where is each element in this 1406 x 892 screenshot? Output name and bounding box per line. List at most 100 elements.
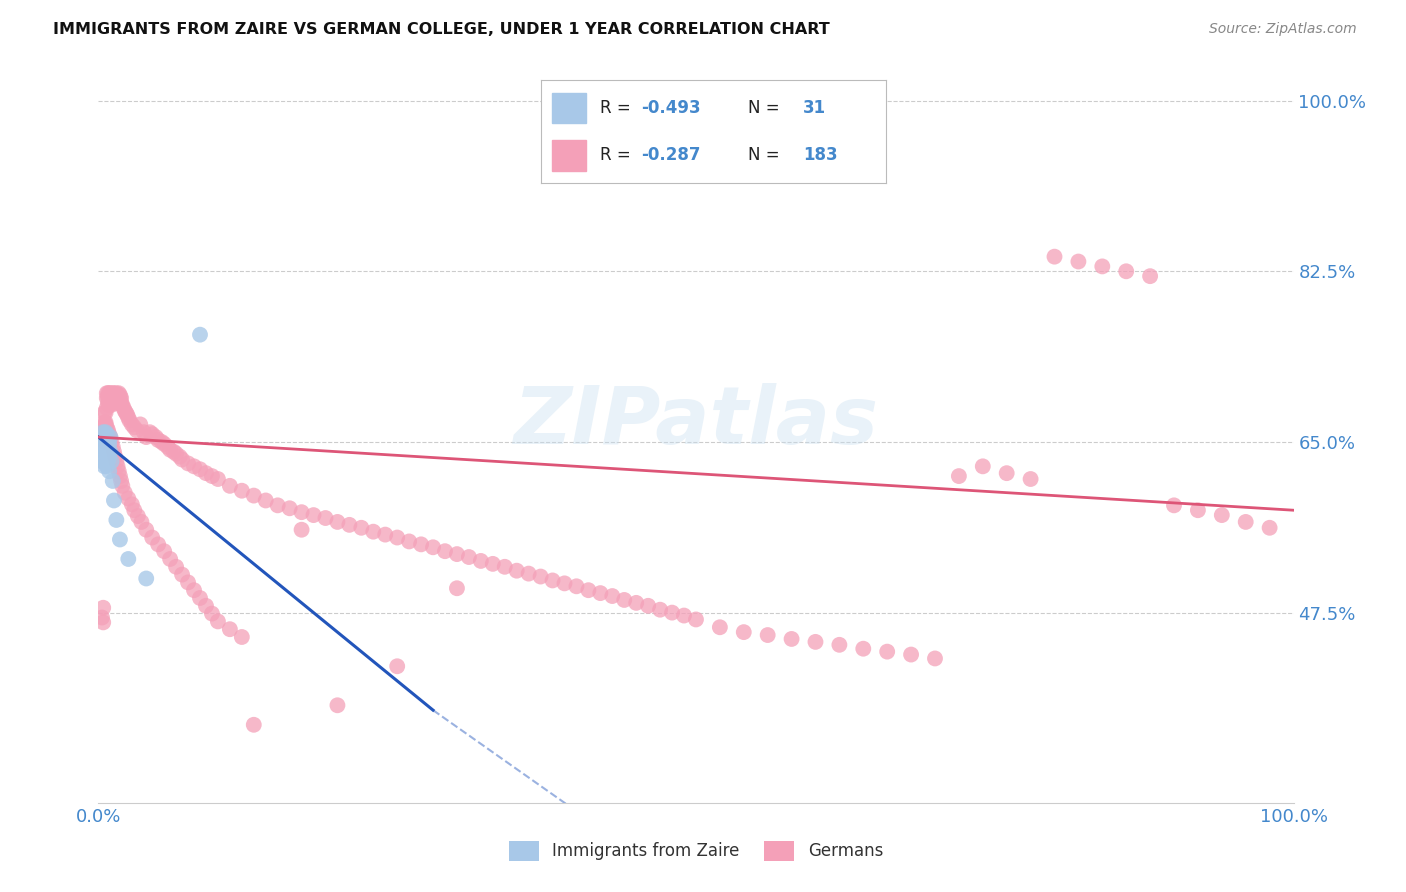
Point bbox=[156, 440, 179, 454]
Point bbox=[183, 583, 205, 598]
Point bbox=[125, 423, 148, 437]
Point bbox=[350, 521, 373, 535]
Point bbox=[91, 425, 114, 440]
Point bbox=[733, 625, 755, 640]
Point bbox=[709, 620, 731, 634]
Point bbox=[107, 464, 129, 478]
Point bbox=[150, 434, 173, 449]
Point bbox=[117, 552, 139, 566]
Point bbox=[114, 403, 136, 417]
Point bbox=[1091, 260, 1114, 274]
Point bbox=[100, 454, 122, 468]
Point bbox=[93, 425, 115, 440]
Point bbox=[163, 444, 186, 458]
Point bbox=[243, 718, 266, 732]
Point bbox=[177, 575, 200, 590]
Point bbox=[104, 450, 127, 464]
Point bbox=[108, 391, 131, 405]
Point bbox=[172, 567, 194, 582]
Point bbox=[91, 615, 114, 630]
Point bbox=[1019, 472, 1042, 486]
Point bbox=[422, 541, 444, 555]
Point bbox=[363, 524, 385, 539]
Point bbox=[97, 396, 120, 410]
Point bbox=[470, 554, 492, 568]
Point bbox=[195, 466, 218, 480]
Text: IMMIGRANTS FROM ZAIRE VS GERMAN COLLEGE, UNDER 1 YEAR CORRELATION CHART: IMMIGRANTS FROM ZAIRE VS GERMAN COLLEGE,… bbox=[53, 22, 830, 37]
Point bbox=[93, 437, 115, 451]
Point bbox=[267, 499, 290, 513]
Point bbox=[188, 327, 211, 342]
Point bbox=[302, 508, 325, 522]
Point bbox=[188, 591, 211, 605]
Point bbox=[804, 635, 827, 649]
Text: ZIPatlas: ZIPatlas bbox=[513, 384, 879, 461]
Point bbox=[97, 454, 120, 468]
Point bbox=[446, 581, 468, 595]
Point bbox=[94, 417, 117, 432]
Point bbox=[165, 559, 187, 574]
Point bbox=[98, 430, 122, 444]
Point bbox=[94, 457, 117, 471]
Point bbox=[159, 442, 181, 457]
Point bbox=[93, 430, 115, 444]
Point bbox=[172, 452, 194, 467]
Legend: Immigrants from Zaire, Germans: Immigrants from Zaire, Germans bbox=[502, 834, 890, 868]
Point bbox=[135, 572, 157, 586]
Point bbox=[517, 566, 540, 581]
Point bbox=[159, 552, 181, 566]
Point bbox=[115, 408, 138, 422]
Point bbox=[101, 440, 124, 454]
Point bbox=[145, 430, 167, 444]
Point bbox=[121, 497, 143, 511]
Point bbox=[93, 459, 115, 474]
Point bbox=[291, 505, 314, 519]
Point bbox=[101, 386, 124, 401]
Text: R =: R = bbox=[600, 99, 636, 117]
Point bbox=[108, 533, 131, 547]
Point bbox=[94, 440, 117, 454]
Point bbox=[124, 503, 146, 517]
Point bbox=[96, 420, 118, 434]
Point bbox=[374, 527, 396, 541]
Point bbox=[121, 417, 143, 432]
Point bbox=[104, 391, 127, 405]
Point bbox=[91, 444, 114, 458]
Point bbox=[326, 515, 349, 529]
Point bbox=[183, 459, 205, 474]
Point bbox=[1043, 250, 1066, 264]
Point bbox=[169, 450, 191, 464]
Point bbox=[94, 416, 117, 430]
Point bbox=[98, 450, 121, 464]
Point bbox=[103, 493, 125, 508]
Point bbox=[494, 559, 516, 574]
Point bbox=[876, 645, 898, 659]
Point bbox=[177, 457, 200, 471]
Point bbox=[107, 459, 129, 474]
Point bbox=[756, 628, 779, 642]
Bar bbox=[551, 140, 586, 170]
Point bbox=[117, 491, 139, 506]
Point bbox=[112, 401, 135, 415]
Point bbox=[207, 615, 229, 629]
Point bbox=[148, 433, 170, 447]
Point bbox=[589, 586, 612, 600]
Point bbox=[446, 547, 468, 561]
Text: N =: N = bbox=[748, 146, 779, 164]
Point bbox=[972, 459, 994, 474]
Point bbox=[94, 425, 117, 440]
Point bbox=[291, 523, 314, 537]
Point bbox=[554, 576, 576, 591]
Point bbox=[626, 596, 648, 610]
Point bbox=[565, 579, 588, 593]
Point bbox=[105, 513, 128, 527]
Point bbox=[578, 583, 600, 598]
Point bbox=[103, 388, 125, 402]
Point bbox=[108, 388, 131, 402]
Point bbox=[195, 599, 218, 613]
Point bbox=[91, 425, 114, 440]
Point bbox=[91, 454, 114, 468]
Point bbox=[141, 427, 163, 442]
Point bbox=[530, 569, 553, 583]
Point bbox=[110, 396, 132, 410]
